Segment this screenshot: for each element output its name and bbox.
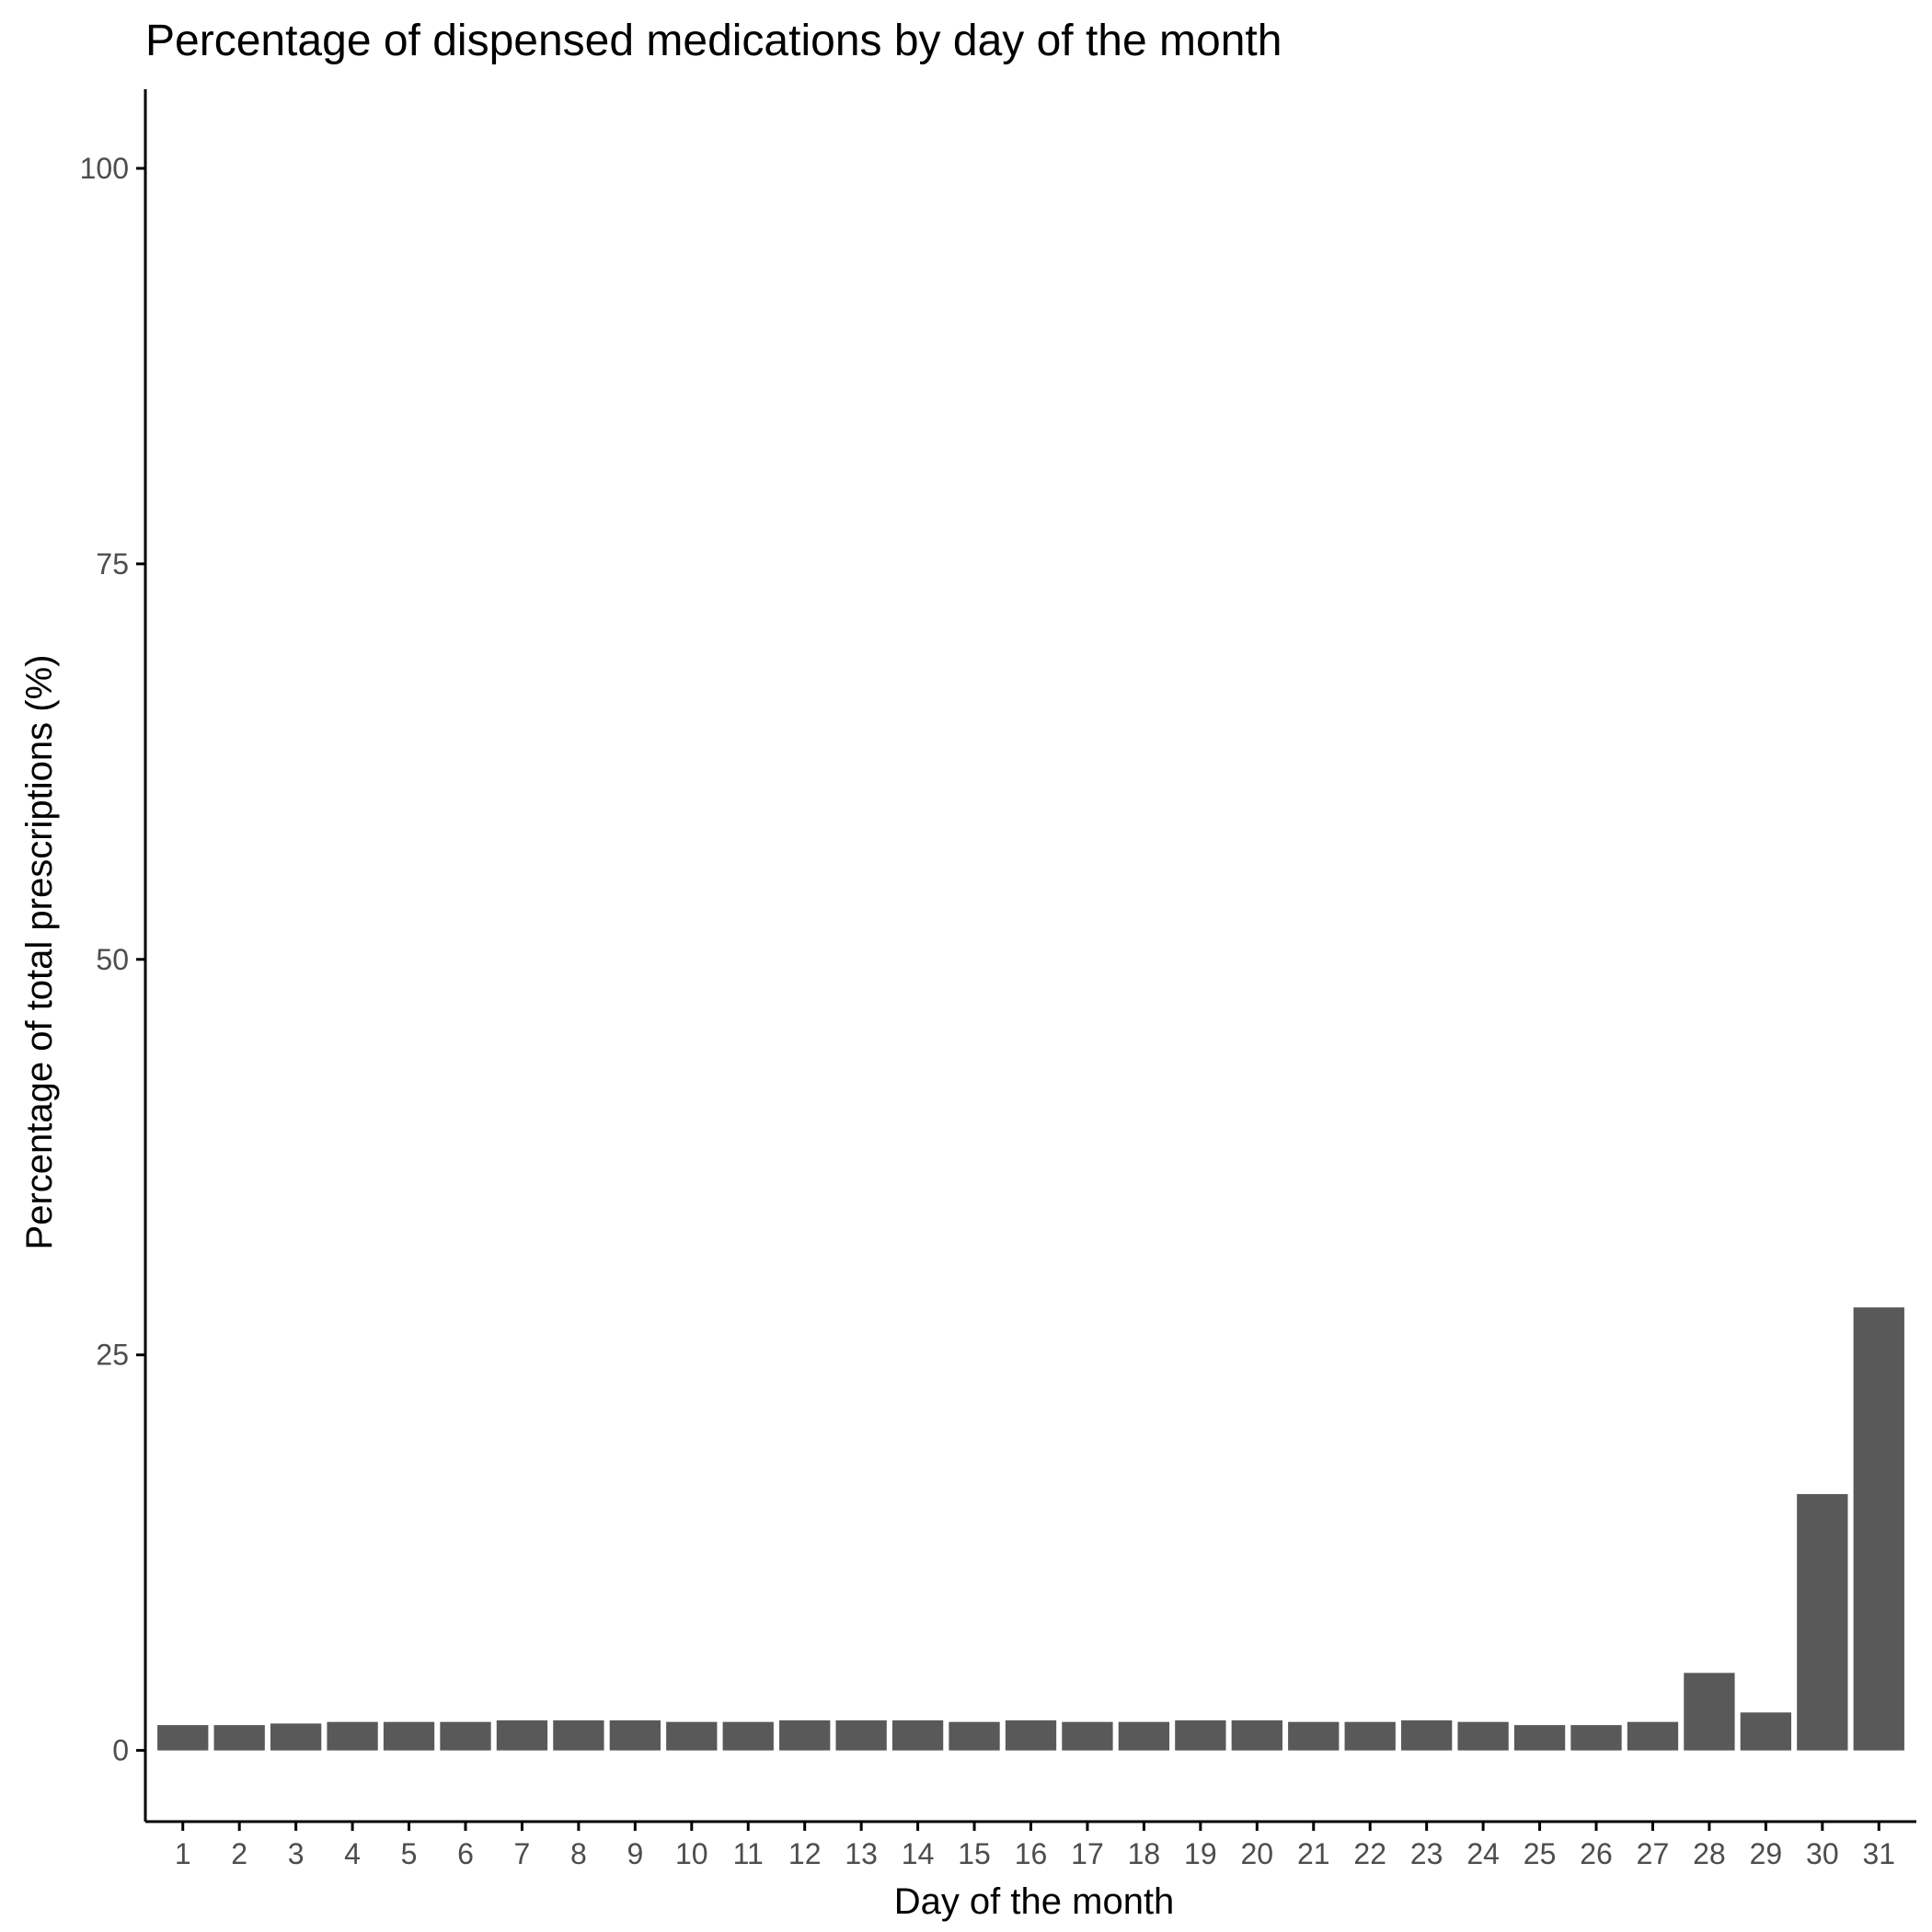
x-tick-label: 10: [675, 1837, 708, 1870]
bar-day-25: [1513, 1725, 1566, 1751]
x-tick-label: 26: [1580, 1837, 1613, 1870]
y-tick-label: 75: [96, 547, 129, 581]
bar-day-9: [609, 1719, 661, 1751]
bar-day-3: [270, 1723, 322, 1751]
x-tick-label: 11: [733, 1837, 764, 1870]
bar-day-17: [1062, 1721, 1113, 1751]
chart-title: Percentage of dispensed medications by d…: [145, 17, 1282, 65]
y-axis-ticks: 0 25 50 75 100: [80, 152, 145, 1767]
bar-day-19: [1175, 1719, 1226, 1751]
x-tick-label: 20: [1241, 1837, 1274, 1870]
bar-day-26: [1570, 1725, 1622, 1751]
x-tick-label: 15: [958, 1837, 991, 1870]
bar-day-22: [1344, 1721, 1396, 1751]
x-tick-label: 16: [1015, 1837, 1048, 1870]
bar-day-2: [213, 1725, 265, 1751]
x-tick-label: 19: [1184, 1837, 1217, 1870]
x-axis-title: Day of the month: [894, 1881, 1175, 1922]
x-tick-label: 2: [231, 1837, 247, 1870]
bar-day-28: [1684, 1673, 1735, 1751]
x-tick-label: 8: [570, 1837, 587, 1870]
x-tick-label: 6: [457, 1837, 474, 1870]
x-tick-label: 12: [788, 1837, 822, 1870]
x-tick-label: 22: [1353, 1837, 1386, 1870]
bar-day-30: [1797, 1494, 1848, 1751]
x-tick-label: 4: [344, 1837, 361, 1870]
x-tick-label: 27: [1637, 1837, 1670, 1870]
x-tick-label: 3: [288, 1837, 305, 1870]
x-axis-ticks: 1 2 3 4 5 6 7 8 9 10 11 12 13 14 15 16 17 18 19 20 21 22 23 24 2…: [175, 1822, 1895, 1870]
x-tick-label: 1: [175, 1837, 191, 1870]
bar-day-6: [440, 1721, 491, 1751]
y-tick-label: 100: [80, 152, 129, 185]
x-tick-label: 28: [1693, 1837, 1726, 1870]
x-tick-label: 31: [1862, 1837, 1895, 1870]
bar-day-31: [1853, 1307, 1904, 1751]
bar-day-16: [1005, 1719, 1057, 1751]
x-tick-label: 25: [1524, 1837, 1557, 1870]
bar-day-7: [496, 1719, 548, 1751]
x-tick-label: 18: [1128, 1837, 1161, 1870]
bar-day-29: [1740, 1712, 1792, 1751]
bar-day-21: [1288, 1721, 1340, 1751]
x-tick-label: 13: [845, 1837, 878, 1870]
bar-day-14: [891, 1719, 944, 1751]
bar-day-24: [1457, 1721, 1509, 1751]
bar-day-4: [327, 1721, 378, 1751]
bar-day-1: [157, 1725, 209, 1751]
bar-day-5: [383, 1721, 435, 1751]
bar-day-13: [835, 1719, 887, 1751]
x-tick-label: 17: [1071, 1837, 1104, 1870]
x-tick-label: 24: [1466, 1837, 1500, 1870]
y-axis-title: Percentage of total prescriptions (%): [19, 655, 60, 1250]
bar-day-20: [1231, 1719, 1282, 1751]
x-tick-label: 14: [902, 1837, 935, 1870]
x-tick-label: 7: [514, 1837, 531, 1870]
x-tick-label: 9: [627, 1837, 643, 1870]
bars-group: [157, 1307, 1904, 1751]
bar-day-10: [666, 1721, 718, 1751]
bar-day-15: [949, 1721, 1000, 1751]
y-tick-label: 25: [96, 1339, 129, 1372]
y-tick-label: 50: [96, 943, 129, 976]
bar-day-18: [1118, 1721, 1170, 1751]
x-tick-label: 23: [1410, 1837, 1443, 1870]
bar-day-27: [1627, 1721, 1679, 1751]
bar-day-23: [1401, 1719, 1453, 1751]
y-tick-label: 0: [112, 1734, 129, 1767]
bar-day-12: [779, 1719, 831, 1751]
x-tick-label: 5: [401, 1837, 418, 1870]
x-tick-label: 29: [1750, 1837, 1783, 1870]
bar-day-8: [553, 1719, 604, 1751]
bar-day-11: [722, 1721, 774, 1751]
x-tick-label: 21: [1297, 1837, 1330, 1870]
x-tick-label: 30: [1806, 1837, 1839, 1870]
